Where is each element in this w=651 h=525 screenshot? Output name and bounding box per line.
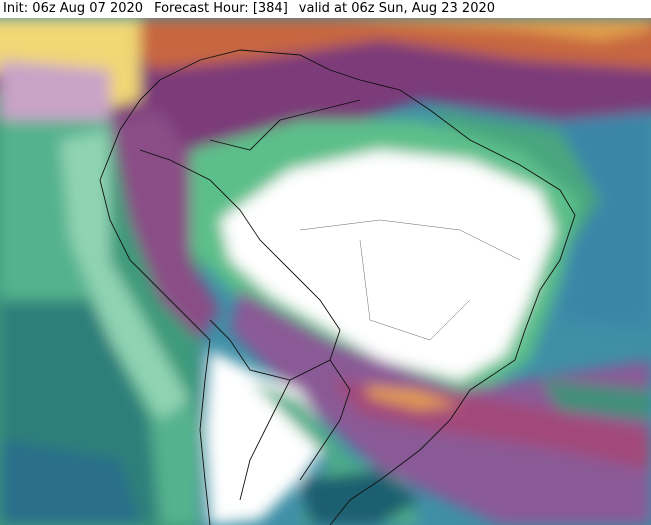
field [0,18,651,525]
border [299,359,351,481]
valid-time: valid at 06z Sun, Aug 23 2020 [298,1,496,16]
border [209,99,361,151]
state-border [299,219,521,261]
header: Init: 06z Aug 07 2020 Forecast Hour: [384… [0,0,651,18]
border [139,149,341,381]
coastline [99,49,576,525]
borders [99,49,576,525]
color-field [0,18,651,525]
border [239,379,291,501]
forecast-hour: Forecast Hour: [384] [154,1,288,16]
init-time: Init: 06z Aug 07 2020 [3,1,144,16]
coastline-west [99,179,211,525]
weather-map [0,18,651,525]
state-border [359,239,471,341]
